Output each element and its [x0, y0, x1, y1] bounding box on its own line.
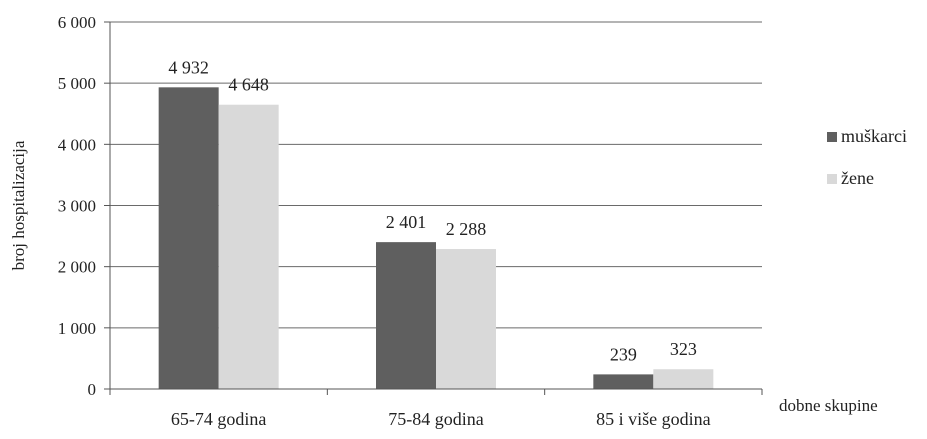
bar-data-label: 239 [610, 344, 637, 364]
bar-data-label: 4 932 [168, 57, 209, 77]
legend-swatch [827, 174, 837, 184]
y-tick-label: 3 000 [58, 197, 96, 216]
y-tick-label: 2 000 [58, 258, 96, 277]
legend: muškarci žene [827, 126, 907, 188]
x-axis-title: dobne skupine [779, 396, 878, 415]
x-tick-label: 65-74 godina [171, 409, 266, 429]
bar-data-label: 4 648 [228, 75, 269, 95]
y-axis-title: broj hospitalizacija [9, 140, 28, 270]
y-tick-label: 4 000 [58, 135, 96, 154]
bar-zene [653, 369, 714, 389]
legend-swatch [827, 132, 837, 142]
y-tick-label: 0 [88, 380, 97, 399]
bar-muskarci [158, 87, 219, 390]
y-tick-label: 1 000 [58, 319, 96, 338]
legend-label: muškarci [841, 126, 907, 146]
x-tick-label: 75-84 godina [388, 409, 483, 429]
bar-muskarci [593, 374, 654, 389]
bar-data-label: 2 401 [386, 212, 427, 232]
bar-zene [436, 249, 496, 389]
legend-label: žene [841, 168, 874, 188]
bar-data-label: 2 288 [446, 219, 487, 239]
bar-zene [218, 104, 279, 390]
x-tick-label: 85 i više godina [596, 409, 711, 429]
bar-data-label: 323 [670, 339, 697, 359]
y-tick-label: 5 000 [58, 74, 96, 93]
y-tick-label: 6 000 [58, 13, 96, 32]
bar-muskarci [376, 242, 436, 389]
